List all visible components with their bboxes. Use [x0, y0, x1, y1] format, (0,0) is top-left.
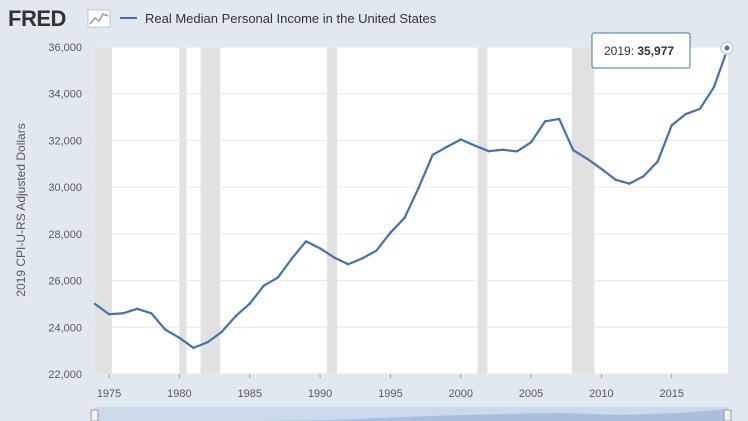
data-point-2007	[558, 117, 561, 121]
navigator-right-handle[interactable]	[723, 409, 732, 421]
legend-label: Real Median Personal Income in the Unite…	[145, 11, 437, 26]
data-point-1981	[192, 346, 195, 350]
data-point-2003	[501, 148, 505, 151]
legend[interactable]: Real Median Personal Income in the Unite…	[120, 11, 437, 26]
data-point-1975	[107, 313, 111, 316]
data-point-1978	[150, 312, 153, 315]
tooltip-value: 35,977	[637, 44, 674, 58]
y-grid-lines	[95, 46, 728, 375]
y-axis-ticks: 22,000 24,000 26,000 28,000 30,000 32,000 34,0…	[48, 42, 82, 381]
data-point-1988	[290, 257, 294, 260]
data-point-1990	[318, 247, 322, 250]
data-point-2004	[515, 150, 519, 153]
recession-band-6	[571, 47, 595, 374]
data-point-2014	[656, 160, 659, 163]
x-tick-label: 1985	[237, 388, 261, 400]
navigator-mini-series	[95, 409, 728, 421]
plot-area	[95, 47, 728, 374]
data-point-2010	[600, 167, 603, 171]
data-point-1974	[93, 302, 97, 306]
data-point-1977	[136, 307, 139, 311]
x-tick-label: 1975	[97, 388, 121, 400]
data-point-1983	[220, 330, 223, 334]
data-point-1991	[332, 256, 336, 259]
data-point-2011	[614, 178, 617, 181]
data-point-2013	[642, 174, 645, 178]
x-axis-ticks: 1975 1980 1985 1990 1995 2000 2005 2010 2015	[97, 374, 684, 400]
recession-band-4	[327, 47, 337, 374]
data-point-1984	[234, 314, 237, 318]
y-tick-label: 26,000	[48, 276, 82, 288]
recession-band-1	[95, 47, 112, 374]
data-point-1979	[164, 328, 167, 331]
y-tick-label: 32,000	[48, 135, 82, 147]
navigator-left-handle[interactable]	[90, 409, 99, 421]
y-tick-label: 28,000	[48, 229, 82, 241]
data-point-1995	[389, 231, 392, 234]
series-line-median-income	[94, 47, 730, 349]
data-point-2015	[670, 124, 673, 127]
data-point-1998	[431, 153, 434, 157]
recession-band-3	[200, 47, 221, 374]
y-tick-label: 30,000	[48, 182, 82, 194]
tooltip-year: 2019	[604, 44, 631, 58]
fred-logo-text: FRED	[8, 6, 66, 31]
data-point-1999	[445, 145, 448, 149]
data-point-1987	[276, 276, 280, 279]
data-point-2016	[684, 112, 687, 116]
data-point-1993	[361, 257, 364, 260]
recession-band-2	[179, 47, 187, 374]
recession-band-5	[477, 47, 488, 374]
hover-marker-dot	[724, 45, 730, 51]
x-tick-label: 2005	[519, 388, 543, 400]
data-point-1996	[403, 216, 406, 220]
data-point-1982	[206, 341, 209, 344]
data-point-1980	[178, 336, 181, 339]
data-point-2009	[586, 157, 589, 161]
x-tick-label: 1990	[308, 388, 332, 400]
data-point-1986	[262, 284, 265, 287]
recession-shading	[95, 47, 595, 374]
data-point-2017	[698, 107, 702, 111]
y-tick-label: 22,000	[48, 369, 82, 381]
data-point-2002	[487, 149, 491, 153]
tooltip: 2019: 35,977	[591, 32, 691, 69]
range-navigator[interactable]	[90, 407, 732, 421]
data-point-1994	[375, 249, 378, 252]
data-point-1989	[304, 240, 308, 243]
y-tick-label: 36,000	[48, 42, 82, 54]
data-point-2012	[628, 182, 631, 185]
x-tick-label: 1995	[378, 388, 402, 400]
tooltip-text: 2019: 35,977	[604, 44, 674, 58]
data-point-2000	[459, 138, 462, 141]
fred-logo-chart-icon	[87, 9, 111, 28]
data-point-2006	[543, 120, 547, 123]
y-tick-label: 24,000	[48, 322, 82, 334]
data-point-2018	[712, 85, 716, 89]
data-point-2001	[473, 144, 476, 147]
data-point-1992	[347, 263, 350, 266]
y-axis-label: 2019 CPI-U-RS Adjusted Dollars	[14, 123, 28, 296]
data-point-1997	[417, 186, 420, 190]
data-point-2008	[572, 149, 575, 152]
x-tick-label: 2000	[448, 388, 472, 400]
y-tick-label: 34,000	[48, 89, 82, 101]
fred-logo[interactable]: FRED	[8, 6, 111, 31]
data-point-1985	[248, 302, 251, 305]
x-tick-label: 2015	[659, 388, 683, 400]
data-point-1976	[121, 312, 125, 315]
tooltip-box	[591, 32, 691, 69]
x-tick-label: 2010	[589, 388, 613, 400]
data-point-2005	[529, 141, 533, 144]
x-tick-label: 1980	[167, 388, 191, 400]
